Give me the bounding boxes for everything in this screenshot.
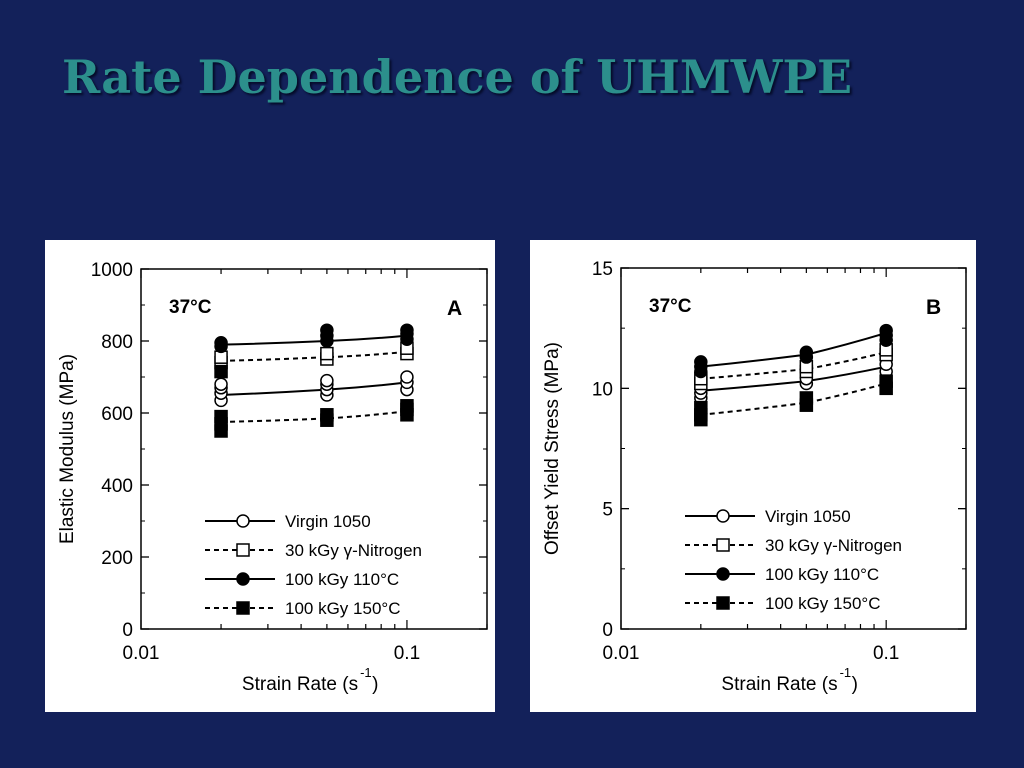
y-tick-label: 0 [122,620,133,641]
data-point-s2 [320,323,334,337]
x-tick-label: 0.1 [394,643,420,664]
series-line-1 [700,351,887,380]
y-tick-label: 800 [101,332,133,353]
data-point-s1 [320,346,334,361]
chart-b-svg: 0 5 10 15 0.01 0.1 Strain Rate (s-1) Offset Yie… [542,259,967,695]
panel-label: B [926,296,941,319]
data-point-s0 [214,377,228,391]
legend-marker-2 [716,567,730,581]
series-line-2 [700,332,887,368]
series-line-1 [221,350,408,362]
x-axis-title: Strain Rate (s [721,674,837,695]
x-axis-title-exponent: -1 [840,665,852,680]
panel-label: A [447,297,462,320]
data-point-s2 [694,355,708,369]
legend-label-0: Virgin 1050 [285,512,371,531]
slide-title: Rate Dependence of UHMWPE [62,50,853,104]
data-point-s3 [694,400,708,415]
legend-label-1: 30 kGy γ-Nitrogen [285,541,422,560]
x-tick-label: 0.1 [873,643,899,664]
data-point-s3 [400,399,414,413]
chart-panel-a: 0 200 400 600 800 1000 0.01 0.1 Strain Rate (s -1… [45,240,495,712]
legend-marker-3 [236,601,250,615]
legend-label-3: 100 kGy 150°C [285,599,400,618]
chart-a-svg: 0 200 400 600 800 1000 0.01 0.1 Strain Rate (s-1… [57,260,488,695]
condition-label: 37°C [649,296,692,317]
series-line-2 [221,334,408,346]
x-axis-title-close: ) [852,674,858,695]
legend-label-0: Virgin 1050 [765,507,851,526]
legend-label-2: 100 kGy 110°C [765,565,879,584]
series-line-3 [221,410,408,423]
condition-label: 37°C [169,297,212,318]
data-point-s2 [400,323,414,337]
data-point-s0 [400,370,414,384]
data-point-s2 [879,323,893,338]
data-point-s2 [214,336,228,350]
series-line-3 [700,382,887,416]
data-point-s3 [799,391,814,405]
y-tick-label: 0 [602,620,613,641]
x-axis-title-close: ) [372,674,378,695]
y-tick-label: 400 [101,476,133,497]
data-point-s3 [879,374,893,388]
data-point-s3 [320,408,334,422]
x-axis-title: Strain Rate (s [242,674,358,695]
data-point-s0 [320,373,334,388]
data-point-s3 [214,364,228,379]
series-line-0 [221,381,408,396]
legend-marker-3 [716,596,730,610]
data-point-s2 [799,345,814,359]
x-tick-label: 0.01 [123,643,160,664]
y-axis-title: Offset Yield Stress (MPa) [542,342,563,555]
y-tick-label: 1000 [91,260,133,281]
legend-label-2: 100 kGy 110°C [285,570,399,589]
y-axis-title: Elastic Modulus (MPa) [57,354,78,544]
legend-marker-0 [716,509,730,523]
y-tick-label: 5 [602,500,613,521]
x-tick-label: 0.01 [603,643,640,664]
y-tick-label: 600 [101,404,133,425]
data-point-s3 [214,409,228,424]
legend-marker-0 [236,514,250,528]
legend-marker-1 [716,538,730,552]
y-tick-label: 10 [592,379,613,400]
x-axis-title-exponent: -1 [360,665,372,680]
legend-marker-1 [236,543,250,557]
legend-label-3: 100 kGy 150°C [765,594,880,613]
legend-marker-2 [236,572,250,586]
y-tick-label: 200 [101,548,133,569]
legend-label-1: 30 kGy γ-Nitrogen [765,536,902,555]
chart-panel-b: 0 5 10 15 0.01 0.1 Strain Rate (s -1) Offset Yie… [530,240,976,712]
y-tick-label: 15 [592,259,613,280]
